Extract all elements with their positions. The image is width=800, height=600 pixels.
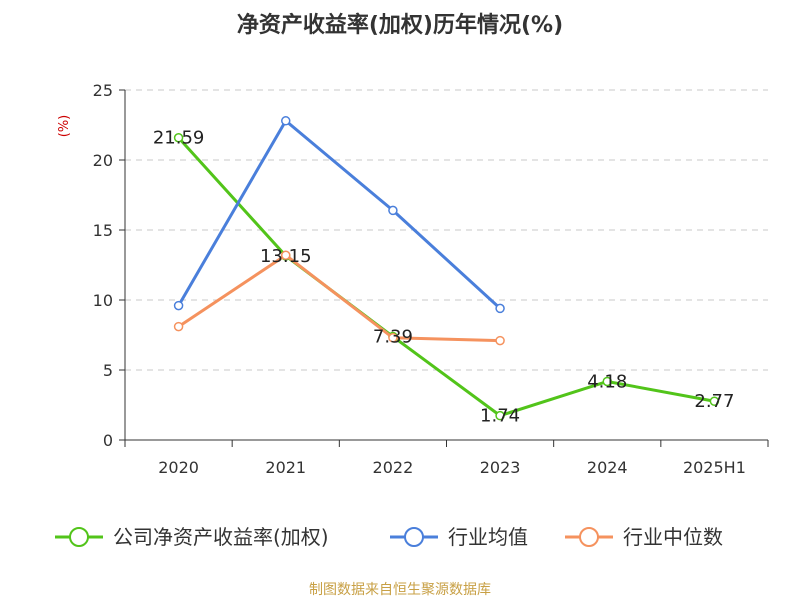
data-point[interactable] [602, 376, 612, 387]
y-tick-label: 5 [103, 361, 113, 380]
data-point[interactable] [495, 303, 505, 314]
data-label: 13.15 [260, 246, 312, 267]
data-label: 4.18 [587, 371, 627, 392]
data-label: 2.77 [694, 391, 734, 412]
legend-label: 行业均值 [448, 525, 528, 549]
legend-marker-icon [404, 527, 424, 547]
x-tick-label: 2021 [265, 458, 306, 477]
y-tick-label: 0 [103, 431, 113, 450]
y-axis-unit-label: (%) [57, 115, 72, 138]
x-tick-label: 2023 [480, 458, 521, 477]
data-point[interactable] [388, 205, 398, 216]
y-tick-label: 10 [93, 291, 113, 310]
axes: 0 5 10 15 20 25 2020 2021 2022 2023 2024 2025H1 [93, 81, 769, 477]
legend[interactable]: 公司净资产收益率(加权) 行业均值 行业中位数 [55, 525, 723, 549]
data-point[interactable] [709, 396, 720, 406]
legend-item-2[interactable]: 行业中位数 [565, 525, 723, 549]
series-line-2 [177, 253, 501, 343]
data-labels: 21.59 13.15 7.39 1.74 4.18 2.77 [153, 128, 735, 427]
data-point[interactable] [495, 410, 505, 421]
x-tick-label: 2025H1 [683, 458, 746, 477]
legend-label: 行业中位数 [623, 525, 723, 549]
data-point[interactable] [388, 333, 398, 343]
chart-title: 净资产收益率(加权)历年情况(%) [237, 12, 563, 38]
data-label: 7.39 [373, 327, 413, 348]
grid-lines [125, 89, 768, 371]
data-point[interactable] [173, 300, 184, 311]
x-tick-label: 2024 [587, 458, 628, 477]
series-line-1 [177, 119, 502, 310]
data-point[interactable] [173, 321, 184, 332]
source-note: 制图数据来自恒生聚源数据库 [309, 582, 491, 598]
series-line-0 [177, 136, 715, 418]
data-point[interactable] [281, 116, 291, 126]
data-label: 21.59 [153, 128, 205, 149]
legend-item-0[interactable]: 公司净资产收益率(加权) [55, 525, 329, 549]
series-lines [173, 116, 720, 421]
y-tick-label: 25 [93, 81, 113, 100]
data-point[interactable] [495, 335, 505, 346]
y-tick-label: 20 [93, 151, 113, 170]
x-tick-label: 2022 [373, 458, 414, 477]
data-point[interactable] [173, 132, 184, 143]
data-label: 1.74 [480, 406, 520, 427]
x-tick-label: 2020 [158, 458, 199, 477]
y-tick-label: 15 [93, 221, 113, 240]
legend-label: 公司净资产收益率(加权) [113, 525, 329, 549]
legend-marker-icon [579, 527, 599, 547]
data-point[interactable] [281, 250, 291, 260]
legend-item-1[interactable]: 行业均值 [390, 525, 528, 549]
legend-marker-icon [69, 527, 89, 547]
